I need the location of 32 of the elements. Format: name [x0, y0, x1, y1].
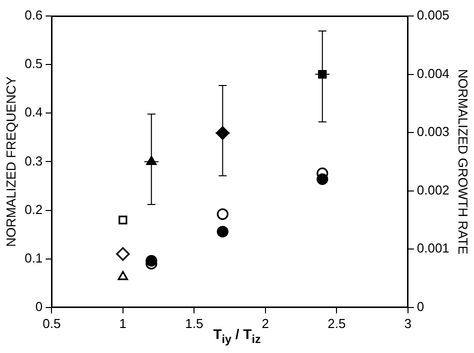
x-tick-label: 1.5 — [185, 316, 204, 331]
point — [316, 173, 328, 185]
x-tick-label: 2 — [262, 316, 270, 331]
point — [146, 254, 158, 267]
y-tick-label: 0.6 — [24, 8, 43, 23]
y2-tick-label: 0.005 — [416, 8, 450, 23]
point — [116, 247, 130, 261]
y2-tick-label: 0 — [416, 298, 424, 314]
x-axis-title: T$_{iy}$ / T$_{iz}$ — [213, 326, 261, 346]
y2-tick-label: 0.004 — [416, 66, 450, 81]
y2-tick-label: 0.001 — [416, 240, 450, 256]
point — [118, 216, 128, 224]
x-tick-label: 3 — [404, 316, 412, 331]
point — [118, 271, 128, 280]
point — [146, 156, 157, 165]
point — [216, 126, 230, 140]
x-tick-label: 0.5 — [42, 316, 61, 331]
x-tick-label: 1 — [119, 316, 127, 331]
point — [216, 208, 228, 220]
x-tick-label: 2.5 — [328, 316, 346, 331]
y-tick-label: 0.3 — [24, 153, 43, 168]
point — [318, 70, 327, 79]
y2-axis-title: NORMALIZED GROWTH RATE — [456, 69, 471, 255]
y2-tick-label: 0.003 — [416, 124, 450, 140]
y-tick-label: 0.5 — [24, 56, 43, 72]
y-axis-title: NORMALIZED FREQUENCY — [3, 76, 18, 247]
y2-tick-label: 0.002 — [416, 182, 450, 198]
y-tick-label: 0 — [35, 298, 43, 314]
y-tick-label: 0.2 — [24, 202, 43, 217]
y-tick-label: 0.4 — [24, 104, 43, 120]
point — [216, 226, 228, 238]
y-tick-label: 0.1 — [24, 250, 43, 266]
